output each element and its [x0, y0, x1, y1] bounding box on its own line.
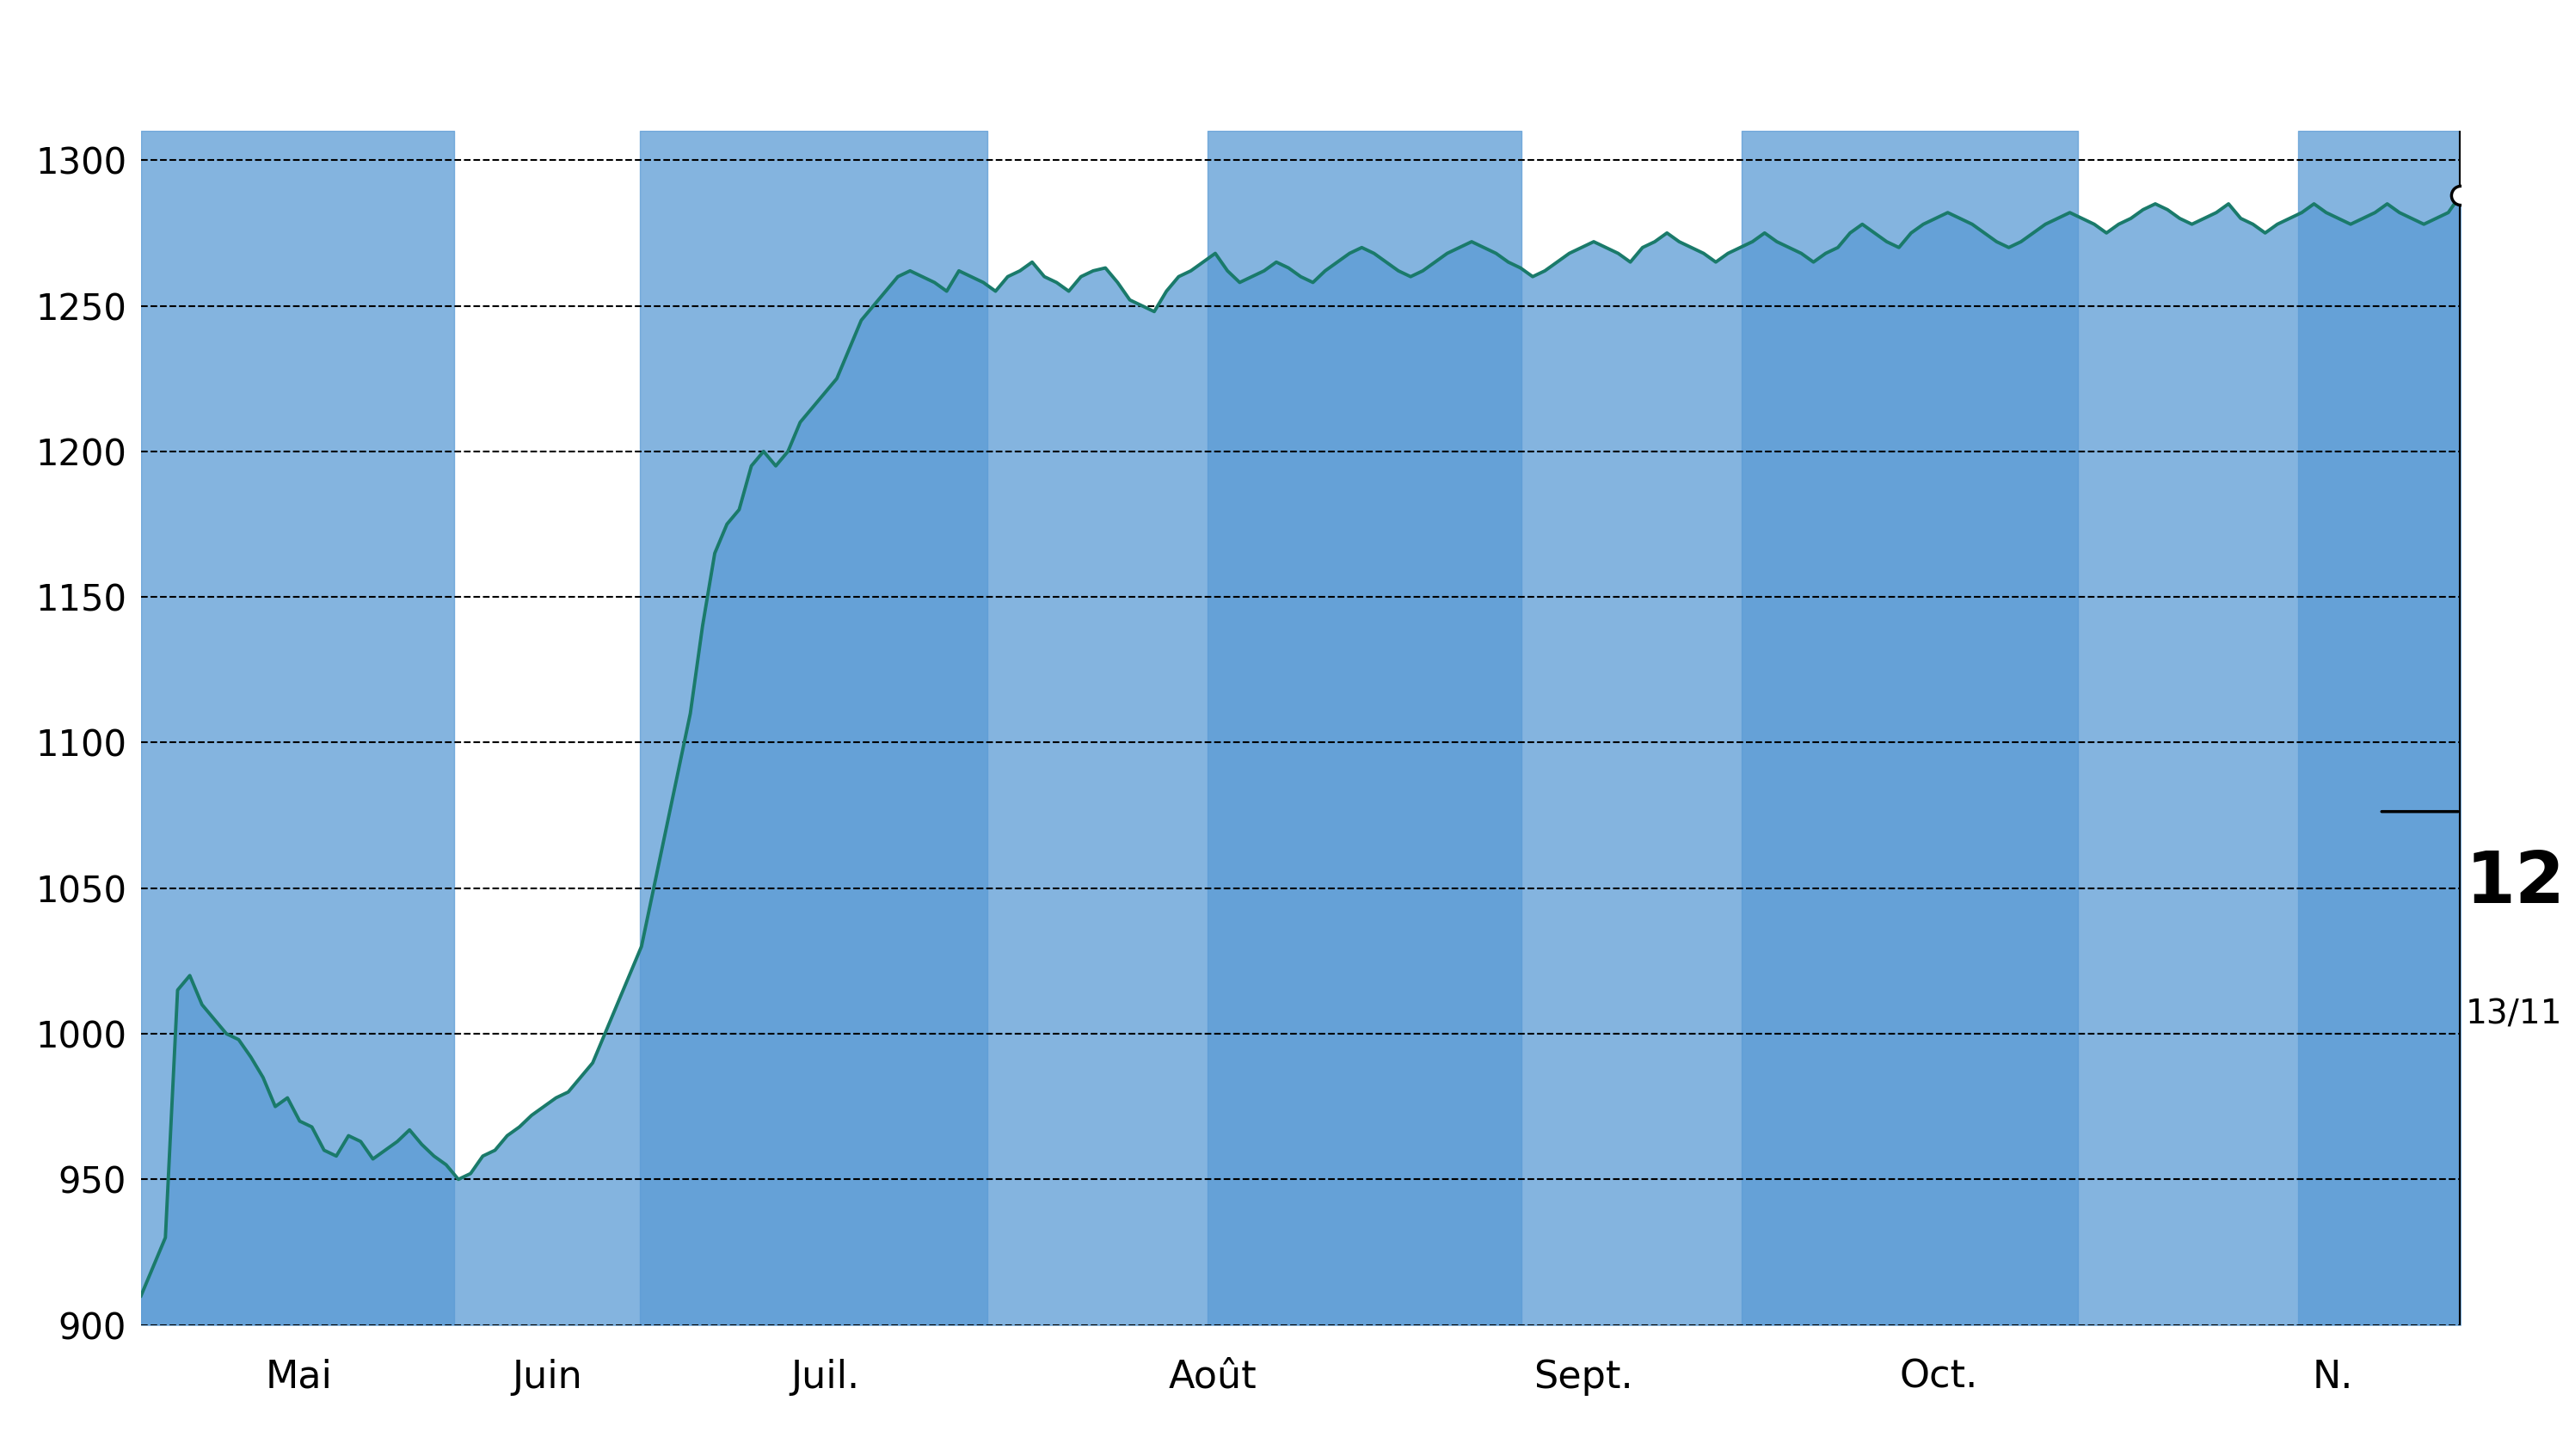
Text: Britvic PLC: Britvic PLC	[1018, 23, 1545, 108]
Text: Sept.: Sept.	[1535, 1358, 1633, 1395]
Bar	[141, 131, 454, 1325]
Bar	[1207, 131, 1520, 1325]
Bar	[1740, 131, 2079, 1325]
Text: N.: N.	[2312, 1358, 2353, 1395]
Bar	[641, 131, 987, 1325]
Text: Juil.: Juil.	[792, 1358, 859, 1395]
Text: 1288: 1288	[2466, 849, 2563, 919]
Text: Juin: Juin	[513, 1358, 582, 1395]
Text: Mai: Mai	[264, 1358, 333, 1395]
Bar	[2299, 131, 2460, 1325]
Text: 13/11: 13/11	[2466, 999, 2563, 1031]
Text: Août: Août	[1169, 1358, 1256, 1395]
Text: Oct.: Oct.	[1899, 1358, 1979, 1395]
